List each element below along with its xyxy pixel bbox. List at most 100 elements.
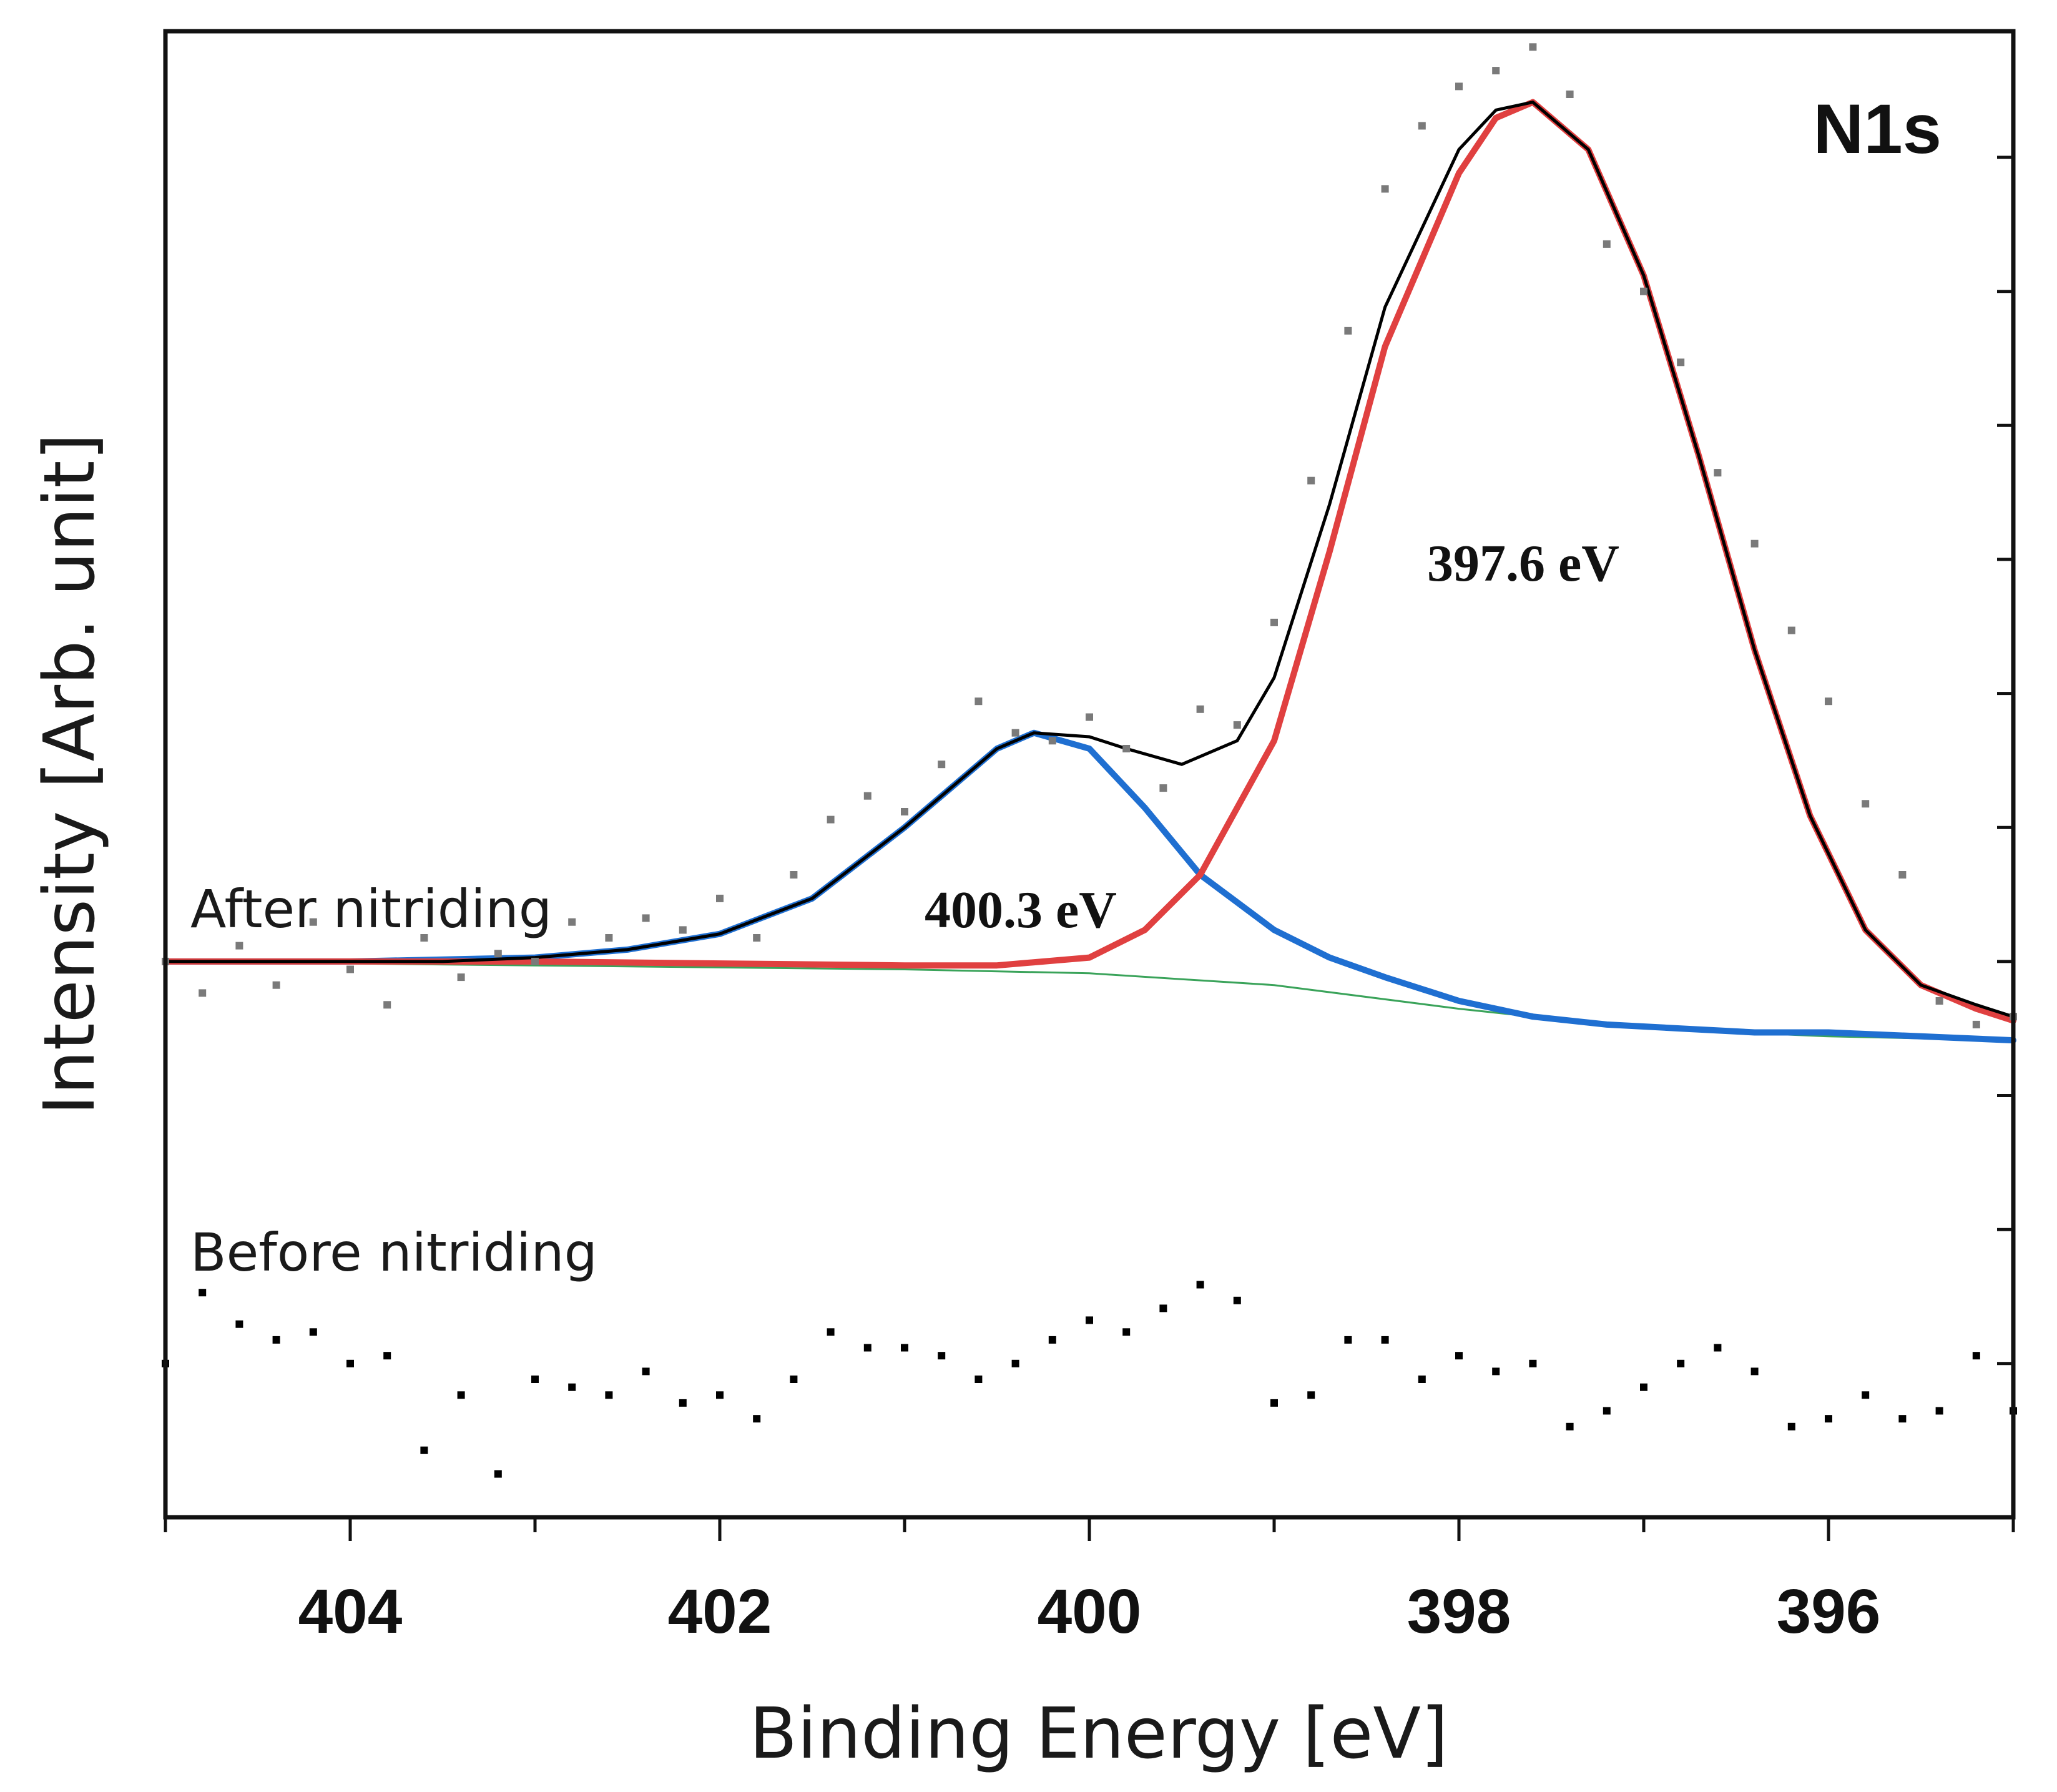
data-point	[753, 1415, 761, 1423]
peak-label-400-3: 400.3 eV	[925, 881, 1117, 939]
series-line-envelope-fit	[164, 101, 2015, 1018]
x-tick-label: 404	[298, 1577, 403, 1647]
data-point	[1714, 469, 1722, 477]
data-point	[1529, 1359, 1537, 1367]
data-point	[199, 989, 207, 997]
data-point	[679, 926, 687, 934]
data-point	[1270, 618, 1278, 626]
data-point	[827, 815, 835, 824]
data-point	[901, 1344, 908, 1352]
data-point	[1825, 697, 1832, 706]
data-point	[1344, 327, 1352, 335]
data-point	[235, 1320, 243, 1328]
x-tick-label: 400	[1038, 1577, 1142, 1647]
data-point	[1750, 539, 1759, 548]
data-point	[1159, 1304, 1167, 1312]
data-point	[346, 1359, 354, 1367]
data-point	[235, 942, 243, 950]
data-point	[716, 1391, 724, 1399]
data-point	[1603, 240, 1611, 248]
data-point	[1714, 1344, 1722, 1352]
series-dots-before-nitriding	[162, 1281, 2017, 1478]
data-point	[1935, 1407, 1943, 1415]
data-point	[753, 934, 761, 942]
x-tick-label: 398	[1407, 1577, 1511, 1647]
peak-label-397-6: 397.6 eV	[1427, 534, 1619, 593]
data-point	[1935, 997, 1943, 1005]
data-point	[1455, 82, 1463, 91]
data-point	[1640, 287, 1647, 295]
x-tick-labels: 404 402 400 398 396	[298, 1577, 1881, 1647]
data-point	[1492, 1367, 1500, 1376]
data-point	[1086, 713, 1093, 721]
data-point	[1418, 122, 1426, 130]
data-point	[494, 1470, 502, 1478]
data-point	[1862, 800, 1870, 808]
data-point	[457, 973, 465, 982]
data-point	[938, 1352, 946, 1360]
data-point	[383, 1001, 391, 1009]
data-point	[1122, 745, 1131, 752]
data-point	[199, 1289, 207, 1297]
data-point	[1381, 1336, 1389, 1344]
data-point	[272, 1336, 280, 1344]
data-point	[974, 697, 983, 706]
data-point	[901, 808, 908, 815]
data-point	[1898, 871, 1907, 879]
plot-frame	[163, 29, 2016, 1520]
data-point	[420, 1446, 428, 1454]
data-point	[457, 1391, 465, 1399]
data-point	[790, 871, 798, 879]
data-point	[309, 1328, 317, 1336]
series-layer	[162, 43, 2017, 1478]
data-point	[1159, 784, 1167, 792]
x-tick-label: 402	[668, 1577, 772, 1647]
data-point	[827, 1328, 835, 1336]
data-point	[531, 1376, 539, 1383]
data-point	[1270, 1399, 1278, 1407]
data-point	[1972, 1352, 1980, 1360]
y-axis-title: Intensity [Arb. unit]	[29, 433, 110, 1115]
data-point	[1566, 91, 1574, 98]
data-point	[383, 1352, 391, 1360]
data-point	[863, 1344, 871, 1352]
data-point	[1307, 1391, 1315, 1399]
right-axis-ticks	[1997, 155, 2013, 1366]
data-point	[1492, 67, 1500, 75]
data-point	[605, 1391, 613, 1399]
data-point	[1011, 1359, 1019, 1367]
data-point	[1862, 1391, 1870, 1399]
data-point	[1086, 1316, 1093, 1324]
data-point	[1677, 1359, 1685, 1367]
data-point	[938, 761, 946, 769]
data-point	[568, 918, 576, 926]
data-point	[642, 1367, 650, 1376]
data-point	[1048, 737, 1056, 745]
panel-title: N1s	[1814, 90, 1942, 168]
data-point	[531, 957, 539, 965]
x-axis-ticks	[164, 1517, 2015, 1541]
data-point	[346, 965, 354, 973]
before-nitriding-label: Before nitriding	[190, 1222, 597, 1283]
data-point	[1233, 721, 1241, 729]
data-point	[1529, 43, 1537, 51]
data-point	[1196, 705, 1204, 713]
x-axis-title: Binding Energy [eV]	[749, 1693, 1448, 1775]
data-point	[974, 1376, 983, 1383]
data-point	[1011, 729, 1019, 737]
data-point	[863, 792, 871, 800]
data-point	[420, 934, 428, 942]
data-point	[1307, 476, 1315, 485]
data-point	[1603, 1407, 1611, 1415]
data-point	[1677, 358, 1685, 367]
data-point	[494, 950, 502, 958]
data-point	[1344, 1336, 1352, 1344]
data-point	[1048, 1336, 1056, 1344]
data-point	[1825, 1415, 1832, 1423]
data-point	[272, 981, 280, 989]
data-point	[1787, 1422, 1795, 1430]
data-point	[1418, 1376, 1426, 1383]
data-point	[1196, 1281, 1204, 1289]
data-point	[1566, 1422, 1574, 1430]
data-point	[1972, 1020, 1980, 1028]
